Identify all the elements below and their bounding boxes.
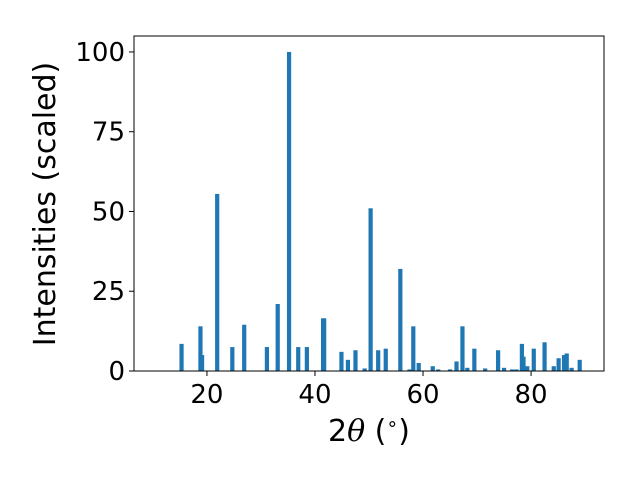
bar <box>521 356 526 371</box>
bar <box>510 369 515 371</box>
bar <box>411 326 416 371</box>
y-tick-label: 25 <box>92 277 125 307</box>
bar <box>501 367 507 371</box>
bar <box>198 326 203 371</box>
bar <box>275 304 280 371</box>
bar <box>525 366 530 371</box>
bar <box>556 358 561 371</box>
x-tick-label: 80 <box>515 380 548 410</box>
bar <box>230 347 235 371</box>
bar <box>564 353 569 371</box>
bar <box>339 351 344 371</box>
bar <box>242 324 247 371</box>
plot-frame <box>133 35 605 372</box>
y-axis-label: Intensities (scaled) <box>28 62 63 347</box>
y-tick-label: 75 <box>92 118 125 148</box>
bar <box>416 363 421 371</box>
bar <box>345 359 351 371</box>
bar <box>407 369 412 371</box>
bar <box>199 355 205 371</box>
bar <box>483 368 488 371</box>
bar <box>362 368 367 371</box>
bar <box>465 367 470 371</box>
y-axis-ticks: 0 25 50 75 100 <box>75 38 134 387</box>
bar <box>454 361 459 371</box>
bar <box>304 347 309 371</box>
bar <box>436 369 441 371</box>
bar <box>551 366 556 371</box>
bar <box>264 347 269 371</box>
bar <box>286 51 292 371</box>
bar <box>215 193 220 371</box>
y-tick-label: 0 <box>108 357 125 387</box>
bar <box>514 369 519 371</box>
bar <box>353 350 358 371</box>
y-tick-label: 50 <box>92 197 125 227</box>
bar <box>383 348 388 371</box>
x-axis-label: 2θ (∘) <box>328 413 410 449</box>
x-tick-label: 40 <box>298 380 331 410</box>
x-tick-label: 60 <box>406 380 439 410</box>
bar <box>561 355 567 371</box>
y-tick-label: 100 <box>75 38 125 68</box>
bar <box>496 350 501 371</box>
bars-group <box>179 51 582 371</box>
bar <box>368 208 373 371</box>
bar <box>460 326 465 371</box>
bar <box>322 318 327 371</box>
bar <box>430 366 435 371</box>
bar <box>577 359 582 371</box>
bar <box>569 367 574 371</box>
bar <box>447 369 453 371</box>
bar <box>542 342 547 371</box>
bar <box>376 350 381 371</box>
bar <box>296 347 301 371</box>
x-axis-ticks: 20 40 60 80 <box>190 371 548 410</box>
bar <box>179 343 184 371</box>
bar <box>472 348 477 371</box>
bar <box>398 268 403 371</box>
x-tick-label: 20 <box>190 380 223 410</box>
bar <box>531 348 536 371</box>
